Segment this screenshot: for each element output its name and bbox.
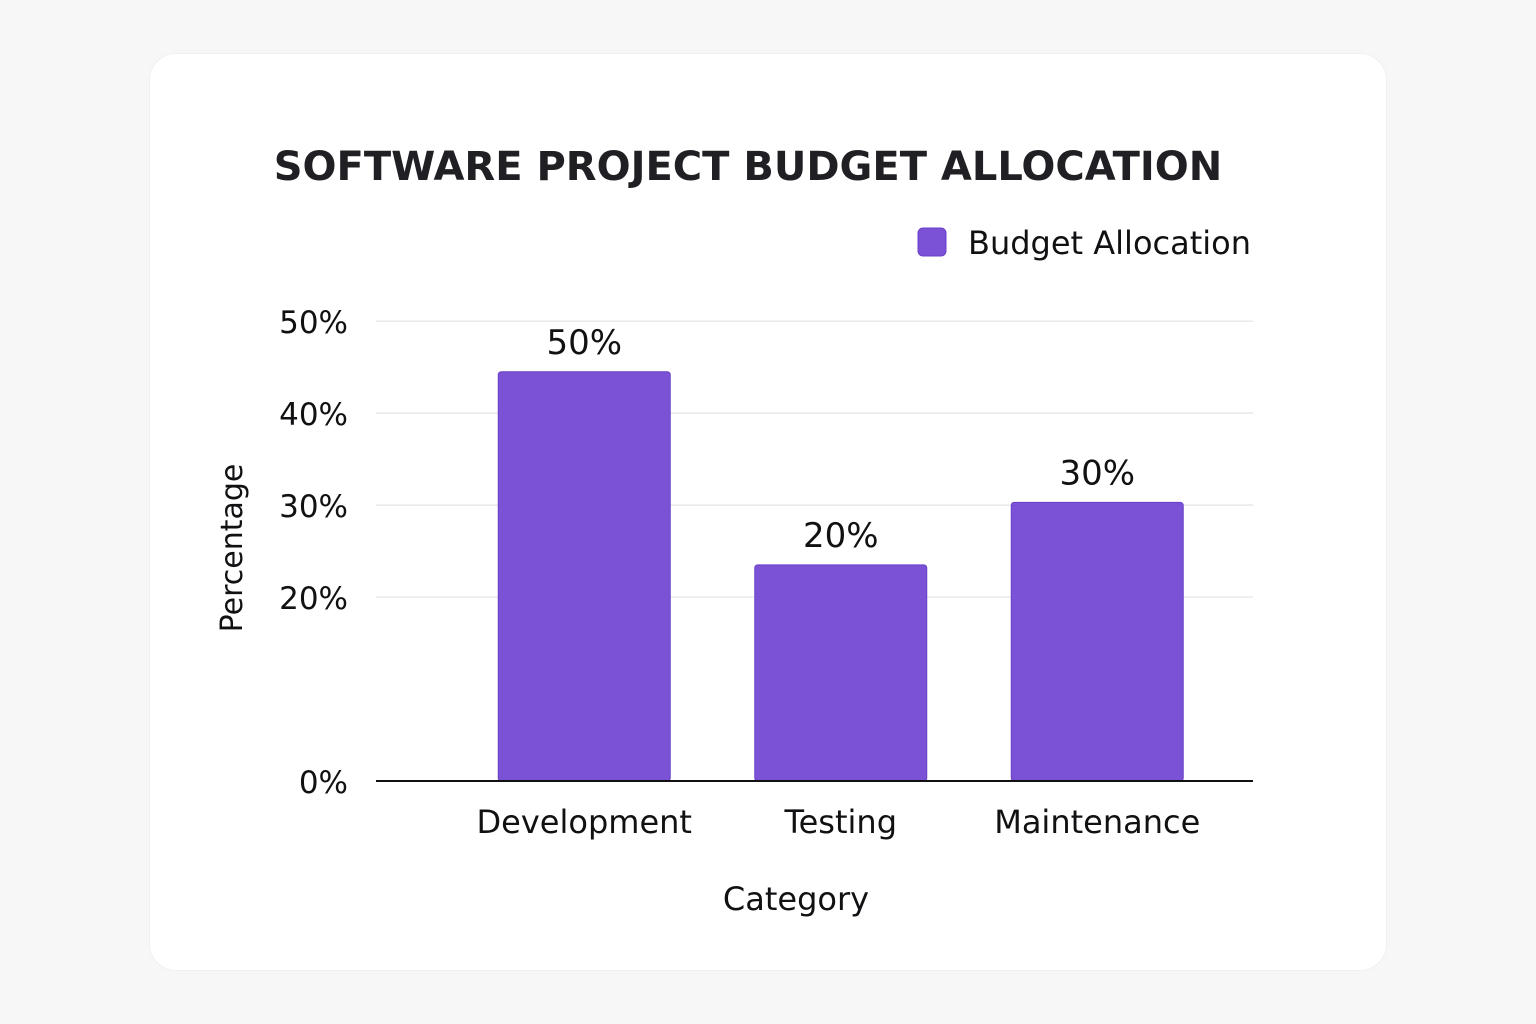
- bar-maintenance: [1010, 501, 1184, 782]
- y-tick-label: 40%: [279, 397, 348, 433]
- x-tick-label: Testing: [784, 803, 898, 841]
- y-tick-label: 0%: [299, 765, 348, 801]
- x-axis-label: Category: [723, 880, 869, 918]
- y-tick-label: 30%: [279, 489, 348, 525]
- bar-value-label: 30%: [1059, 453, 1135, 493]
- y-axis-ticks: 0% 20% 30% 40% 50%: [279, 305, 348, 801]
- bar-testing: [754, 564, 928, 782]
- bar-value-label: 50%: [546, 323, 622, 363]
- x-axis-ticks: Development Testing Maintenance: [477, 803, 1201, 841]
- legend-label: Budget Allocation: [968, 224, 1251, 262]
- bar-value-labels: 50% 20% 30%: [546, 323, 1135, 556]
- y-tick-label: 20%: [279, 581, 348, 617]
- x-tick-label: Development: [477, 803, 692, 841]
- bar-development: [497, 371, 671, 782]
- x-tick-label: Maintenance: [994, 803, 1200, 841]
- bar-value-label: 20%: [803, 516, 879, 556]
- bars: [497, 371, 1184, 782]
- y-tick-label: 50%: [279, 305, 348, 341]
- legend-swatch: [917, 227, 947, 257]
- legend: Budget Allocation: [917, 224, 1251, 262]
- y-axis-label: Percentage: [215, 464, 250, 633]
- chart-title: SOFTWARE PROJECT BUDGET ALLOCATION: [274, 144, 1223, 190]
